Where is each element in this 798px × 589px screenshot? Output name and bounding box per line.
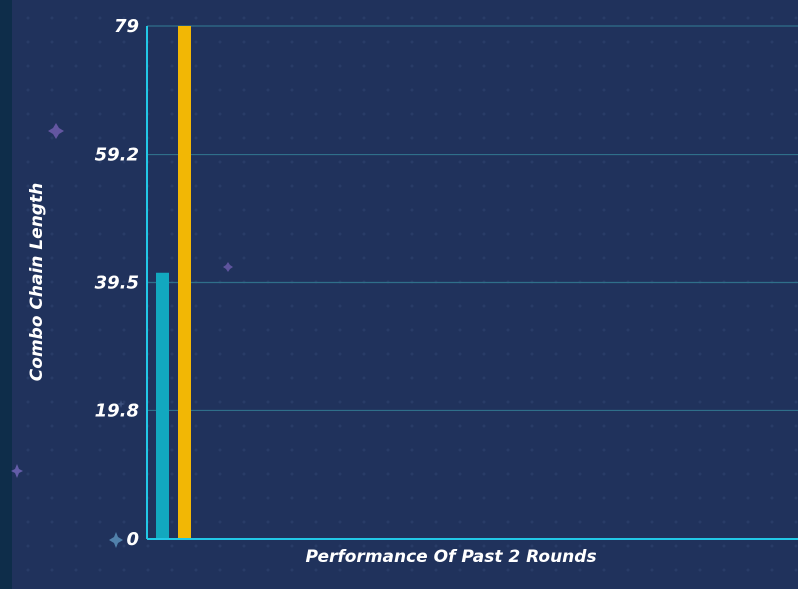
grid-lines xyxy=(147,25,798,412)
chart-panel xyxy=(12,0,798,589)
sparkle-icon xyxy=(48,123,64,139)
sparkle-icon xyxy=(223,262,233,272)
y-tick-label: 39.5 xyxy=(95,273,139,294)
y-tick-label: 79 xyxy=(114,16,139,37)
y-ticks: 0 19.8 39.5 59.2 79 xyxy=(95,16,139,550)
axes xyxy=(146,26,798,540)
sparkle-icon xyxy=(109,532,123,548)
sparkle-icon xyxy=(11,464,23,478)
y-tick-label: 19.8 xyxy=(95,400,139,421)
y-tick-label: 59.2 xyxy=(95,145,139,166)
y-tick-label: 0 xyxy=(126,529,139,550)
bars xyxy=(156,26,191,539)
sparkle-icon xyxy=(117,400,125,408)
bar-series-1 xyxy=(156,272,169,539)
bar-series-2 xyxy=(178,26,191,539)
x-axis-title: Performance Of Past 2 Rounds xyxy=(305,547,596,567)
y-axis-title: Combo Chain Length xyxy=(27,183,47,381)
